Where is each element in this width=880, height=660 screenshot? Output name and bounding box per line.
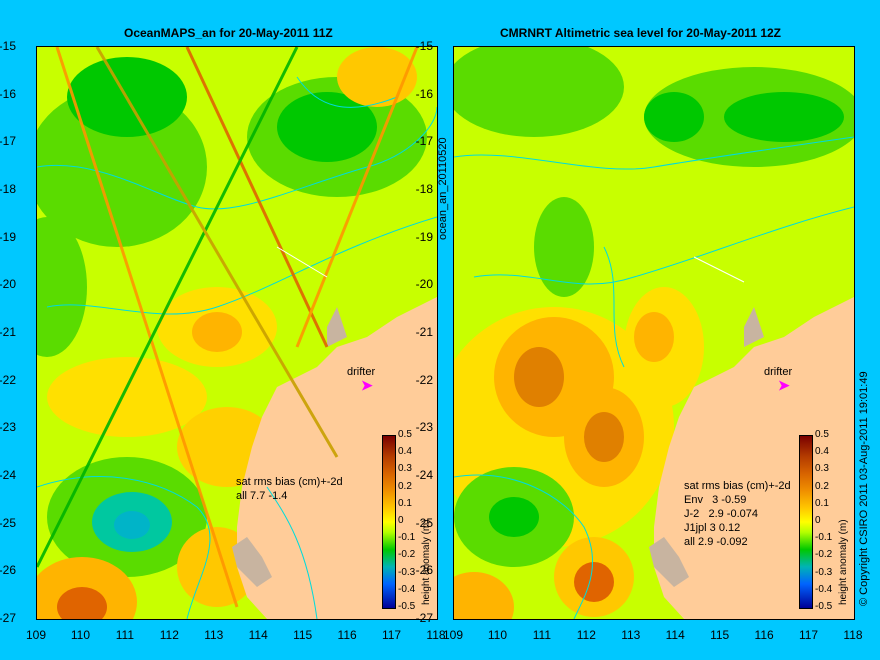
colorbar-tick-label: 0.4	[398, 446, 412, 458]
y-tick-label: -25	[0, 515, 16, 530]
x-tick-label: 115	[293, 628, 313, 642]
colorbar-tick-label: 0	[398, 515, 404, 526]
colorbar-tick-label: -0.3	[398, 566, 416, 578]
x-tick-label: 117	[381, 628, 402, 642]
colorbar-tick-label: -0.4	[398, 583, 416, 595]
y-tick-label: -23	[0, 420, 16, 435]
x-tick-label: 116	[754, 628, 774, 642]
run-id-label: ocean_an_20110520	[437, 137, 449, 240]
y-tick-label: -26	[0, 563, 16, 578]
x-tick-label: 109	[25, 628, 47, 642]
y-tick-label: -23	[415, 420, 433, 435]
colorbar-tick-label: 0.5	[815, 429, 829, 440]
x-tick-label: 118	[843, 628, 863, 642]
y-tick-label: -27	[415, 611, 433, 625]
colorbar-tick-label: 0.4	[815, 446, 829, 458]
y-tick-label: -20	[0, 277, 16, 292]
y-tick-label: -24	[0, 468, 16, 482]
colorbar-tick-label: 0.2	[398, 480, 412, 492]
colorbar-tick-label: -0.4	[815, 583, 833, 595]
drifter-arrow-icon: ➤	[778, 377, 790, 393]
right-drifter-label: drifter	[764, 366, 793, 378]
y-tick-label: -15	[0, 39, 16, 53]
left-map[interactable]: sat rms bias (cm)+-2d all 7.7 -1.4 drift…	[36, 46, 438, 620]
x-tick-label: 116	[337, 628, 357, 642]
y-tick-label: -17	[415, 134, 433, 149]
y-tick-label: -24	[415, 468, 433, 482]
left-colorbar-label: height anomaly (m)	[421, 519, 432, 605]
x-tick-label: 112	[576, 628, 596, 642]
colorbar-tick-label: -0.5	[815, 601, 833, 612]
y-tick-label: -17	[0, 134, 16, 149]
right-map-field	[454, 47, 854, 619]
x-tick-label: 111	[532, 628, 551, 642]
y-tick-label: -15	[415, 39, 433, 53]
x-tick-label: 118	[426, 628, 446, 642]
right-map[interactable]: sat rms bias (cm)+-2d Env 3 -0.59 J-2 2.…	[453, 46, 855, 620]
x-tick-label: 109	[442, 628, 464, 642]
y-tick-label: -21	[0, 325, 16, 339]
left-drifter-label: drifter	[347, 366, 376, 378]
y-tick-label: -19	[415, 229, 433, 244]
x-tick-label: 111	[115, 628, 134, 642]
copyright-label: © Copyright CSIRO 2011 03-Aug-2011 19:01…	[858, 371, 870, 606]
colorbar-tick-label: 0.3	[815, 463, 829, 475]
y-tick-label: -19	[0, 229, 16, 244]
x-tick-label: 110	[487, 628, 507, 642]
left-map-field	[37, 47, 437, 619]
colorbar-icon	[382, 435, 396, 609]
y-tick-label: -22	[415, 372, 433, 387]
colorbar-tick-label: 0.1	[815, 497, 829, 509]
colorbar-tick-label: -0.2	[815, 549, 833, 561]
y-tick-label: -27	[0, 611, 16, 625]
right-stats-text: sat rms bias (cm)+-2d Env 3 -0.59 J-2 2.…	[684, 480, 791, 548]
x-tick-label: 110	[70, 628, 90, 642]
y-tick-label: -22	[0, 372, 16, 387]
y-tick-label: -18	[0, 182, 16, 196]
colorbar-tick-label: -0.3	[815, 566, 833, 578]
drifter-arrow-icon: ➤	[361, 377, 373, 393]
y-tick-label: -20	[415, 277, 433, 292]
x-tick-label: 114	[248, 628, 268, 642]
colorbar-tick-label: 0.3	[398, 463, 412, 475]
x-tick-label: 114	[665, 628, 685, 642]
x-tick-label: 117	[798, 628, 819, 642]
right-map-title: CMRNRT Altimetric sea level for 20-May-2…	[500, 26, 781, 40]
right-colorbar-label: height anomaly (m)	[838, 519, 849, 605]
x-tick-label: 113	[621, 628, 641, 642]
y-tick-label: -16	[415, 86, 433, 101]
colorbar-tick-label: 0	[815, 515, 821, 526]
y-tick-label: -18	[415, 182, 433, 196]
left-map-title: OceanMAPS_an for 20-May-2011 11Z	[124, 26, 333, 40]
colorbar-tick-label: -0.5	[398, 601, 416, 612]
x-tick-label: 112	[159, 628, 179, 642]
y-tick-label: -25	[415, 515, 433, 530]
y-tick-label: -26	[415, 563, 433, 578]
colorbar-icon	[799, 435, 813, 609]
x-tick-label: 115	[710, 628, 730, 642]
x-tick-label: 113	[204, 628, 224, 642]
y-tick-label: -21	[415, 325, 433, 339]
left-stats-text: sat rms bias (cm)+-2d all 7.7 -1.4	[236, 476, 343, 502]
colorbar-tick-label: 0.1	[398, 497, 412, 509]
colorbar-tick-label: -0.1	[398, 532, 416, 544]
colorbar-tick-label: 0.5	[398, 429, 412, 440]
colorbar-tick-label: -0.1	[815, 532, 833, 544]
colorbar-tick-label: -0.2	[398, 549, 416, 561]
colorbar-tick-label: 0.2	[815, 480, 829, 492]
y-tick-label: -16	[0, 86, 16, 101]
